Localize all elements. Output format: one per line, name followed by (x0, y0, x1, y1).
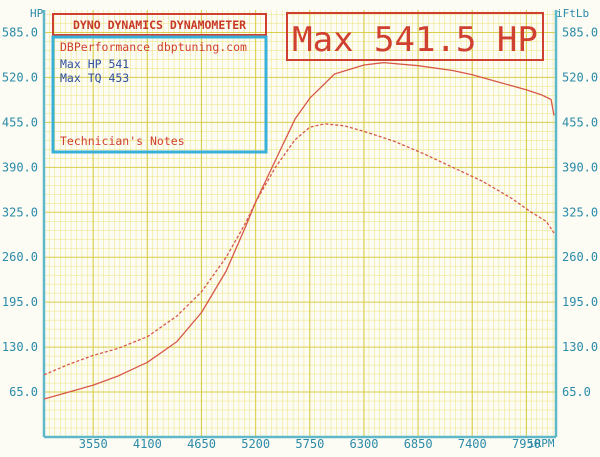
y-tick-right: 260.0 (562, 250, 598, 264)
x-axis-unit: iRPM (528, 437, 555, 450)
x-tick: 4100 (133, 437, 162, 451)
max-tq-line: Max TQ 453 (60, 71, 129, 85)
y-tick-left: 585.0 (2, 25, 38, 39)
company-line: DBPerformance dbptuning.com (60, 40, 247, 54)
info-box (51, 35, 268, 154)
left-axis-unit: HP (30, 7, 44, 20)
technician-notes-label: Technician's Notes (60, 134, 185, 148)
y-tick-left: 325.0 (2, 205, 38, 219)
y-tick-right: 585.0 (562, 25, 598, 39)
x-tick: 3550 (79, 437, 108, 451)
y-tick-left: 65.0 (9, 385, 38, 399)
curves (43, 61, 555, 400)
x-tick: 6850 (404, 437, 433, 451)
y-tick-right: 390.0 (562, 160, 598, 174)
y-tick-right: 455.0 (562, 115, 598, 129)
axes (42, 10, 558, 439)
y-tick-right: 65.0 (562, 385, 591, 399)
y-tick-left: 520.0 (2, 70, 38, 84)
x-tick: 7950 (512, 437, 541, 451)
max-hp-line: Max HP 541 (60, 57, 129, 71)
x-tick: 7400 (458, 437, 487, 451)
y-tick-left: 195.0 (2, 295, 38, 309)
x-tick: 4650 (187, 437, 216, 451)
y-tick-left: 390.0 (2, 160, 38, 174)
y-tick-right: 130.0 (562, 340, 598, 354)
right-axis-unit: iFtLb (556, 7, 589, 20)
power-curve (43, 61, 555, 400)
x-tick: 6300 (350, 437, 379, 451)
x-tick: 5200 (241, 437, 270, 451)
max-hp-headline: Max 541.5 HP (292, 20, 538, 60)
headline-box (286, 12, 544, 61)
torque-curve (43, 123, 555, 376)
chart-title: DYNO DYNAMICS DYNAMOMETER (73, 18, 246, 32)
labels: 65.0 65.0 130.0 130.0 195.0 195.0 260.0 260.0 32… (2, 25, 598, 451)
x-tick: 5750 (295, 437, 324, 451)
y-tick-left: 260.0 (2, 250, 38, 264)
y-tick-left: 130.0 (2, 340, 38, 354)
y-tick-left: 455.0 (2, 115, 38, 129)
title-box (52, 13, 267, 36)
grid (43, 10, 556, 438)
y-tick-right: 520.0 (562, 70, 598, 84)
y-tick-right: 195.0 (562, 295, 598, 309)
y-tick-right: 325.0 (562, 205, 598, 219)
